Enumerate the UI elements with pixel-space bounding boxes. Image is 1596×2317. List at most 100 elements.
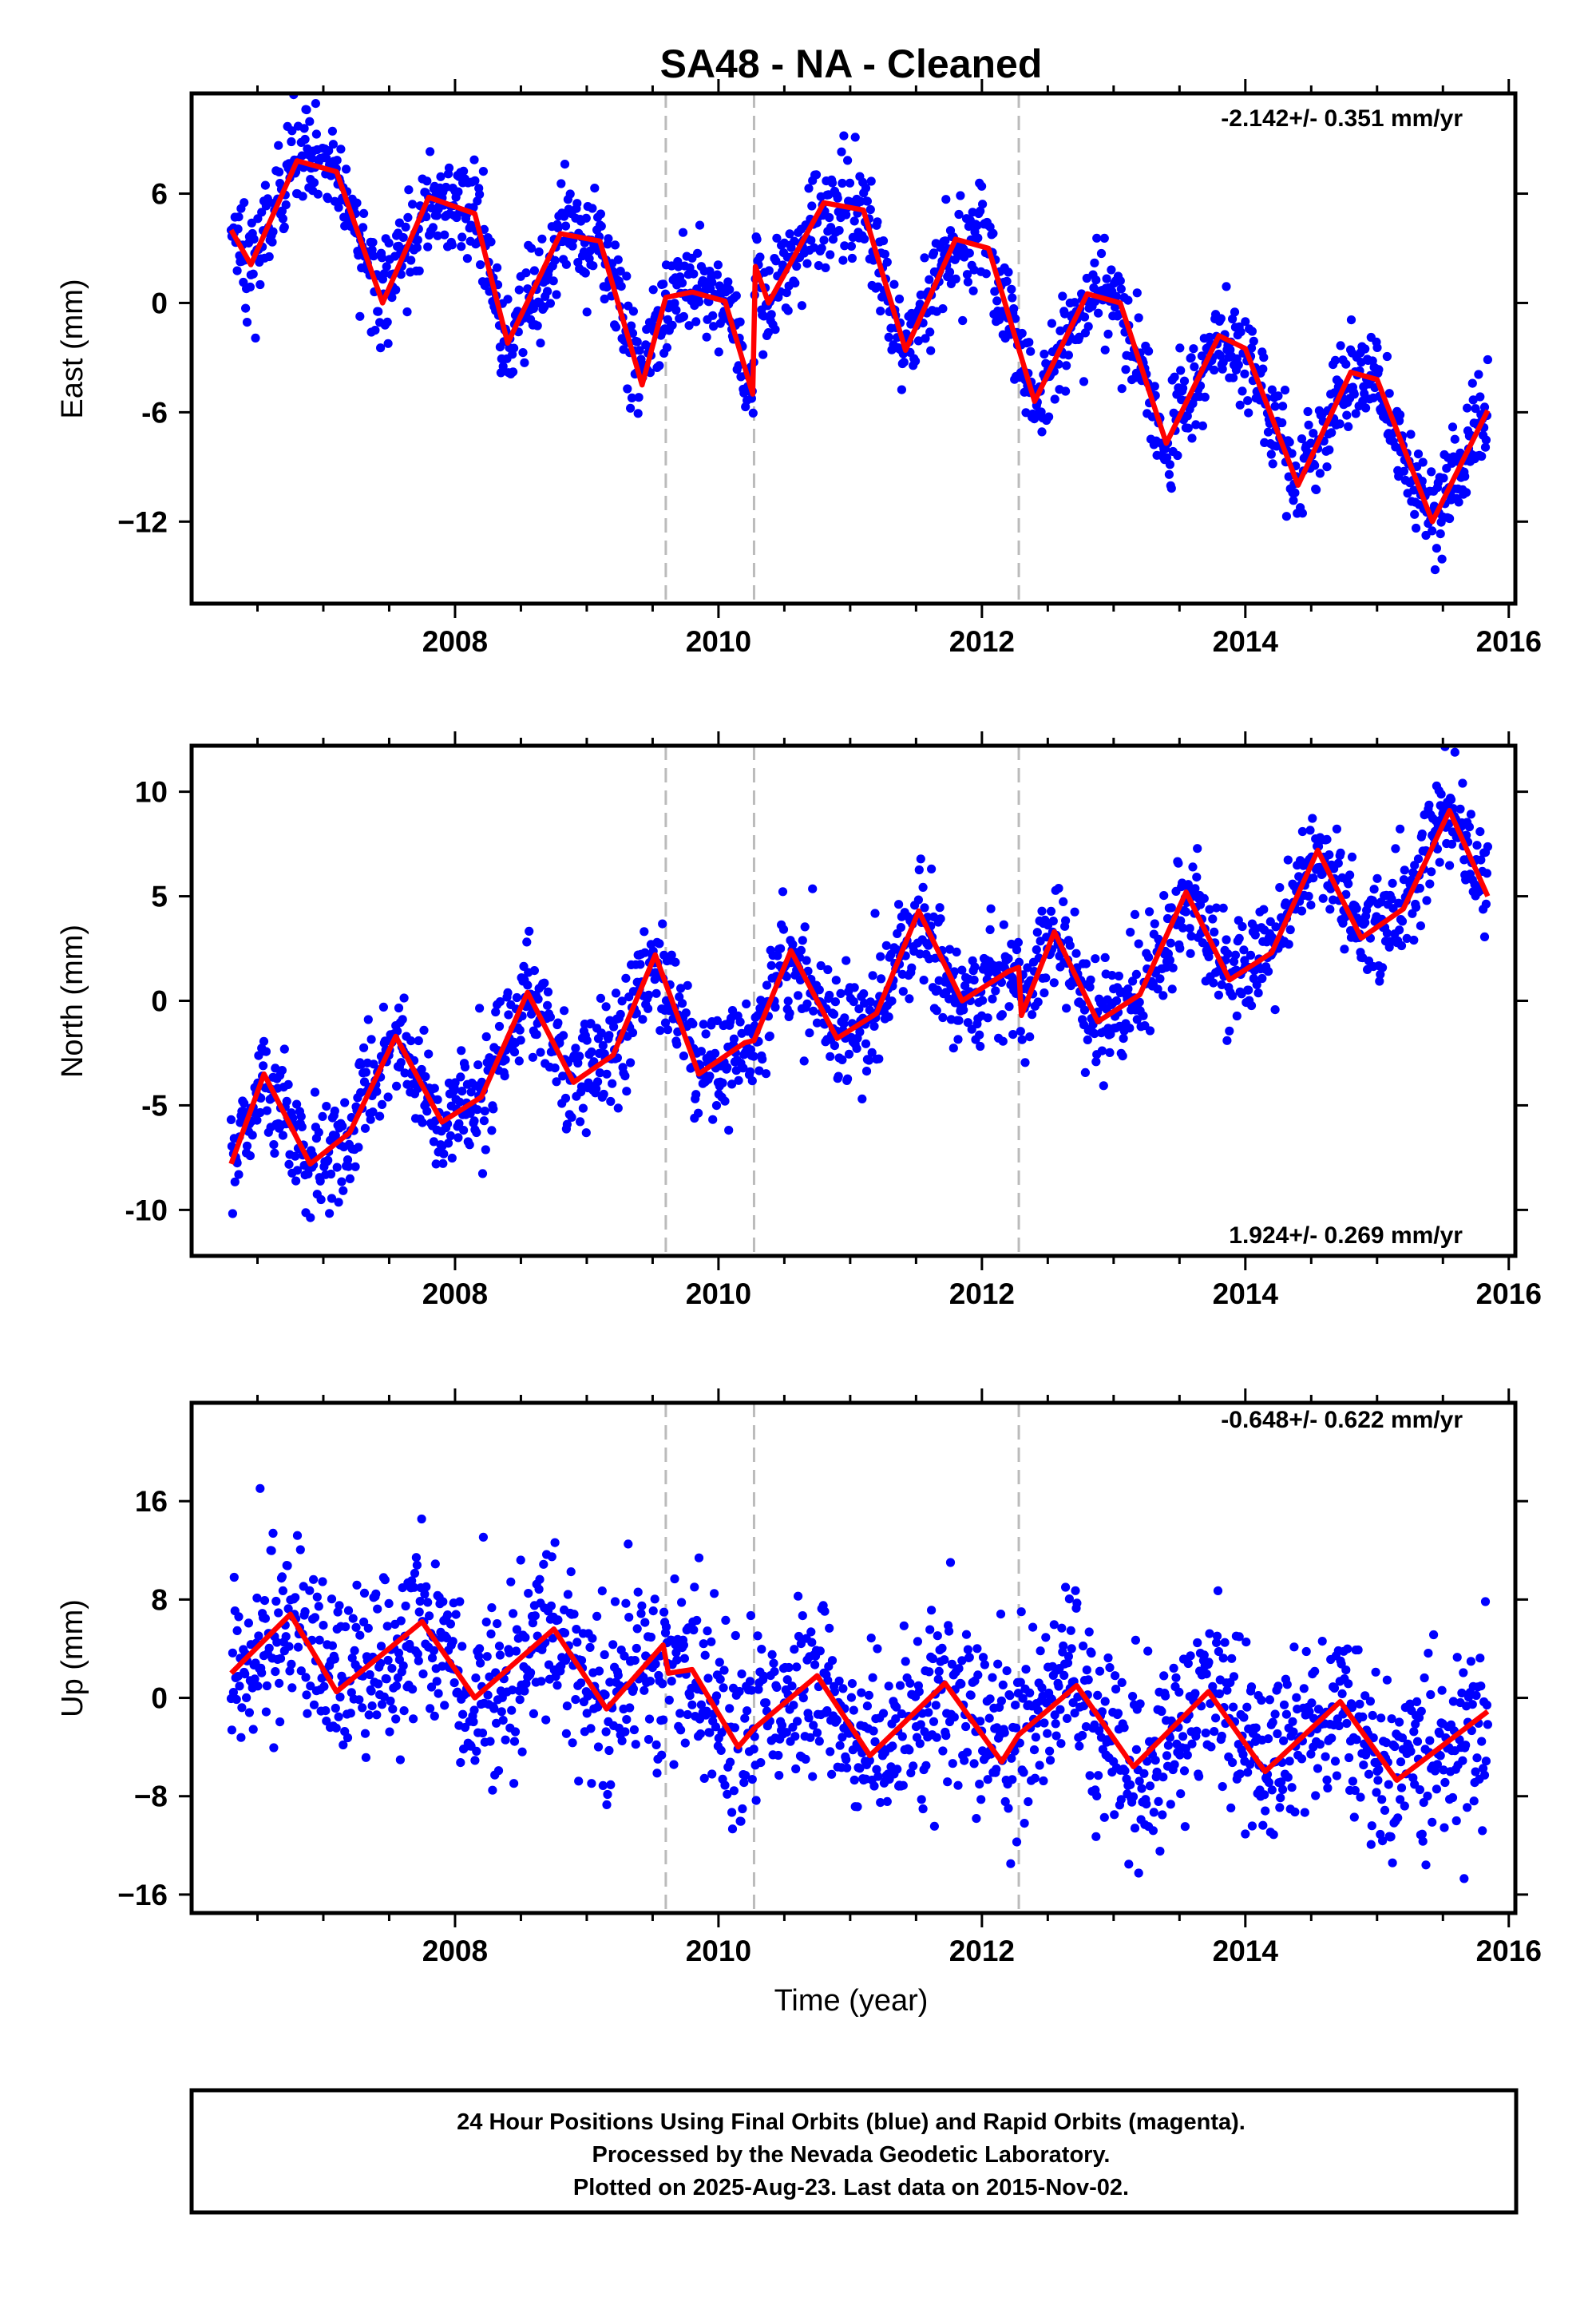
east-data-point [469,155,479,164]
up-data-point [705,1728,715,1737]
up-data-point [696,1700,707,1709]
up-data-point [515,1695,525,1705]
up-x-tick-label: 2008 [422,1935,488,1967]
north-data-point [475,1004,485,1013]
up-data-point [1458,1756,1467,1765]
north-data-point [867,1048,877,1057]
north-data-point [560,1006,569,1016]
north-data-point [1387,894,1396,904]
up-data-point [689,1625,699,1635]
east-data-point [941,236,950,246]
east-data-point [1327,428,1337,438]
east-data-point [708,311,718,320]
north-data-point [1317,869,1327,879]
north-data-point [1209,978,1218,988]
north-data-point [383,1092,393,1102]
east-data-point [407,200,418,209]
north-data-point [439,1149,449,1158]
north-data-point [1190,884,1200,893]
north-data-point [608,1079,617,1088]
up-data-point [412,1560,422,1570]
east-data-point [941,195,951,204]
up-data-point [948,1759,957,1768]
north-data-point [1049,978,1059,988]
north-x-tick-label: 2008 [422,1277,488,1310]
east-data-point [1280,386,1290,395]
north-y-tick-label: -5 [141,1089,168,1122]
up-data-point [1157,1706,1166,1717]
north-data-point [1004,1002,1014,1012]
up-data-point [676,1725,686,1735]
up-rate-label: -0.648+/- 0.622 mm/yr [1221,1407,1463,1433]
east-data-point [1058,291,1067,301]
east-data-point [709,322,719,331]
east-data-point [1263,427,1273,437]
up-data-point [1300,1808,1309,1817]
up-data-point [1152,1767,1162,1777]
up-data-point [387,1664,397,1673]
east-data-point [1290,488,1300,497]
east-data-point [921,334,930,343]
up-data-point [398,1661,408,1670]
north-data-point [874,1054,884,1063]
east-data-point [1096,248,1107,259]
north-data-point [814,985,824,995]
up-data-point [487,1603,497,1613]
east-y-tick-label: 0 [151,287,168,319]
up-data-point [812,1728,822,1737]
east-data-point [1289,496,1298,505]
up-data-point [868,1673,877,1682]
north-data-point [718,1078,727,1087]
north-y-axis-label: North (mm) [56,925,89,1078]
up-data-point [789,1701,798,1710]
up-data-point [1075,1741,1084,1751]
north-data-point [559,1031,568,1040]
up-data-point [1397,1733,1408,1743]
east-data-point [514,285,524,295]
up-data-point [869,1726,878,1736]
up-data-point [711,1722,721,1732]
east-data-point [523,284,533,294]
east-data-point [1412,523,1421,533]
north-data-point [663,1025,673,1035]
east-data-point [610,240,620,250]
up-data-point [1267,1785,1277,1795]
up-data-point [274,1608,283,1618]
up-data-point [1482,1700,1491,1710]
east-data-point [1164,469,1174,479]
up-data-point [1405,1699,1415,1709]
up-data-point [1079,1701,1089,1711]
up-data-point [1063,1652,1073,1662]
up-data-point [978,1653,988,1662]
north-data-point [734,1075,743,1085]
east-data-point [1297,434,1307,444]
up-data-point [960,1756,969,1765]
up-data-point [1364,1769,1374,1779]
east-data-point [714,347,723,357]
up-data-point [1261,1806,1270,1816]
east-data-point [374,307,383,316]
up-data-point [1222,1685,1232,1695]
north-data-point [896,923,905,933]
up-data-point [1264,1777,1273,1788]
up-data-point [855,1764,865,1773]
north-data-point [1283,855,1293,865]
north-data-point [640,948,650,957]
north-data-point [1345,870,1355,880]
up-data-point [938,1746,948,1756]
up-data-point [807,1638,817,1647]
east-data-point [580,268,590,278]
north-data-point [545,1012,556,1022]
up-data-point [1110,1810,1119,1820]
east-data-point [323,194,333,204]
east-data-point [1439,473,1448,483]
up-data-point [1313,1764,1323,1773]
east-data-point [817,244,826,253]
east-data-point [1259,353,1269,362]
up-data-point [636,1609,646,1618]
up-data-point [275,1717,285,1727]
east-data-point [1050,394,1059,404]
north-data-point [613,1103,623,1113]
east-data-point [332,156,342,165]
up-data-point [331,1723,341,1733]
